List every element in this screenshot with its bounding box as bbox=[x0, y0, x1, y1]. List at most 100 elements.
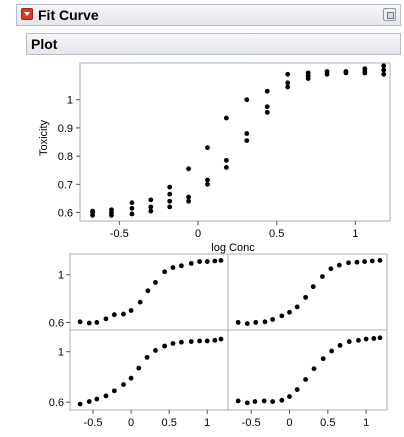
data-point bbox=[188, 260, 194, 266]
data-point bbox=[94, 320, 100, 325]
data-point bbox=[244, 321, 250, 327]
data-point bbox=[381, 67, 387, 73]
y-tick-label: 0.7 bbox=[58, 179, 73, 191]
data-point bbox=[86, 320, 92, 326]
y-tick-label: 0.6 bbox=[58, 208, 73, 220]
data-point bbox=[77, 319, 83, 325]
x-axis-label: log Conc bbox=[211, 242, 255, 254]
x-tick-label: 0 bbox=[286, 417, 292, 429]
data-point bbox=[129, 211, 135, 217]
data-point bbox=[303, 377, 308, 382]
data-point bbox=[167, 204, 173, 210]
data-point bbox=[294, 304, 300, 310]
plot-frame bbox=[79, 62, 391, 222]
data-point bbox=[86, 399, 92, 404]
data-point bbox=[324, 69, 330, 74]
data-point bbox=[178, 263, 184, 269]
close-icon[interactable] bbox=[383, 8, 396, 21]
x-tick-label: 1 bbox=[363, 417, 369, 429]
data-point bbox=[205, 145, 210, 151]
data-point bbox=[303, 294, 308, 300]
data-point bbox=[121, 311, 126, 317]
data-point bbox=[94, 396, 100, 402]
data-point bbox=[381, 71, 387, 77]
red-triangle-menu-icon[interactable] bbox=[21, 8, 33, 20]
data-point bbox=[285, 71, 291, 77]
data-point bbox=[253, 320, 259, 325]
data-point bbox=[197, 259, 203, 264]
x-tick-label: 0 bbox=[128, 417, 134, 429]
x-tick-label: -0.5 bbox=[84, 417, 103, 429]
data-point bbox=[362, 66, 368, 72]
x-tick-label: 0.5 bbox=[320, 417, 335, 429]
data-point bbox=[197, 338, 203, 344]
data-point bbox=[244, 97, 250, 103]
data-point bbox=[218, 336, 224, 342]
x-tick-label: 1 bbox=[204, 417, 210, 429]
data-point bbox=[186, 198, 191, 204]
data-point bbox=[287, 309, 292, 315]
data-point bbox=[218, 257, 224, 263]
data-point bbox=[136, 365, 142, 371]
data-point bbox=[144, 354, 150, 360]
y-tick-label: 0.9 bbox=[58, 123, 73, 135]
x-tick-label: 0.5 bbox=[269, 228, 284, 240]
data-point bbox=[356, 337, 361, 343]
data-point bbox=[90, 208, 95, 214]
data-point bbox=[369, 258, 375, 264]
data-point bbox=[244, 400, 250, 406]
data-point bbox=[354, 259, 360, 265]
data-point bbox=[129, 205, 135, 211]
data-point bbox=[252, 399, 258, 404]
data-point bbox=[167, 191, 173, 197]
data-point bbox=[121, 382, 126, 387]
data-point bbox=[145, 288, 151, 294]
data-point bbox=[279, 397, 285, 403]
x-tick-label: 0.5 bbox=[162, 417, 177, 429]
report-title: Fit Curve bbox=[38, 7, 99, 23]
data-point bbox=[223, 164, 229, 170]
y-tick-label: 1 bbox=[58, 347, 64, 359]
data-point bbox=[377, 335, 383, 341]
plot-section-header: Plot bbox=[26, 33, 401, 55]
data-point bbox=[381, 63, 387, 69]
data-point bbox=[205, 181, 210, 187]
data-point bbox=[362, 259, 368, 264]
data-point bbox=[128, 375, 134, 381]
data-point bbox=[188, 339, 194, 344]
data-point bbox=[212, 337, 218, 343]
data-point bbox=[244, 138, 250, 143]
x-tick-label: 0 bbox=[195, 228, 201, 240]
data-point bbox=[261, 398, 267, 404]
main-scatter-plot: Toxicity log Conc 0.6 0.7 0.8 0.9 1 -0.5 0 0.5 1 bbox=[38, 62, 391, 254]
data-point bbox=[223, 157, 229, 163]
data-point bbox=[103, 393, 109, 399]
y-axis-label: Toxicity bbox=[38, 119, 50, 156]
data-point bbox=[336, 262, 342, 268]
data-point bbox=[346, 260, 351, 266]
data-point bbox=[153, 280, 158, 285]
data-point bbox=[270, 317, 276, 322]
y-tick-label: 0.6 bbox=[49, 317, 64, 329]
fit-curve-header: Fit Curve bbox=[16, 4, 401, 26]
data-point bbox=[223, 115, 229, 121]
data-point bbox=[235, 398, 241, 404]
data-point bbox=[377, 257, 383, 263]
data-point bbox=[162, 269, 168, 275]
x-tick-label: 1 bbox=[352, 228, 358, 240]
data-point bbox=[264, 88, 270, 94]
y-tick-label: 0.8 bbox=[58, 151, 73, 163]
data-point bbox=[337, 342, 343, 348]
data-point bbox=[162, 343, 168, 349]
data-point bbox=[153, 348, 158, 353]
data-point bbox=[111, 312, 117, 318]
data-point bbox=[235, 320, 241, 325]
data-point bbox=[205, 177, 210, 183]
data-point bbox=[212, 258, 218, 264]
data-point bbox=[129, 200, 135, 206]
x-tick-label: -0.5 bbox=[242, 417, 261, 429]
data-point bbox=[279, 313, 285, 319]
data-point bbox=[270, 399, 276, 404]
data-point bbox=[285, 80, 291, 86]
data-point bbox=[262, 319, 268, 325]
